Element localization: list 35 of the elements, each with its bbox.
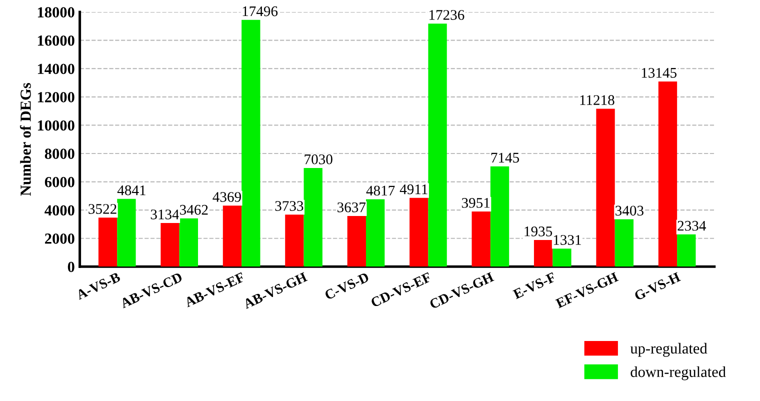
data-label: 3522 — [88, 204, 116, 214]
data-label: 2334 — [678, 220, 706, 231]
data-label: 1935 — [524, 226, 552, 236]
bar — [366, 198, 385, 267]
data-label: 3637 — [338, 202, 366, 212]
data-label: 4911 — [400, 184, 428, 194]
legend-label: down-regulated — [630, 366, 726, 380]
y-tick-label: 14000 — [38, 64, 74, 74]
data-label: 17496 — [242, 6, 278, 16]
data-label: 3134 — [150, 210, 180, 220]
y-tick-label: 10000 — [38, 120, 74, 131]
data-label: 11218 — [580, 95, 614, 106]
y-tick-label: 6000 — [44, 176, 74, 188]
data-label: 17236 — [429, 10, 464, 20]
y-tick-label: 18000 — [38, 7, 74, 18]
data-label: 3951 — [462, 198, 490, 208]
data-label: 4817 — [366, 186, 395, 196]
y-tick-label: 2000 — [45, 234, 74, 244]
y-tick-label: 16000 — [38, 35, 74, 46]
data-label: 3462 — [180, 204, 208, 215]
y-axis-title: Number of DEGs — [20, 82, 31, 196]
bar — [117, 198, 136, 267]
data-label: 7030 — [304, 154, 332, 164]
y-tick-label: 8000 — [44, 148, 74, 159]
data-label: 7145 — [491, 152, 520, 163]
data-label: 3733 — [275, 201, 304, 211]
data-label: 1331 — [554, 235, 581, 245]
y-tick-label: 12000 — [38, 92, 74, 102]
y-tick-label: 4000 — [44, 205, 74, 216]
data-label: 13145 — [642, 68, 676, 78]
data-label: 3403 — [616, 206, 644, 216]
y-tick-label: 0 — [68, 262, 74, 272]
data-label: 4369 — [212, 192, 241, 202]
data-label: 4841 — [117, 185, 146, 196]
legend-label: up-regulated — [630, 342, 708, 357]
